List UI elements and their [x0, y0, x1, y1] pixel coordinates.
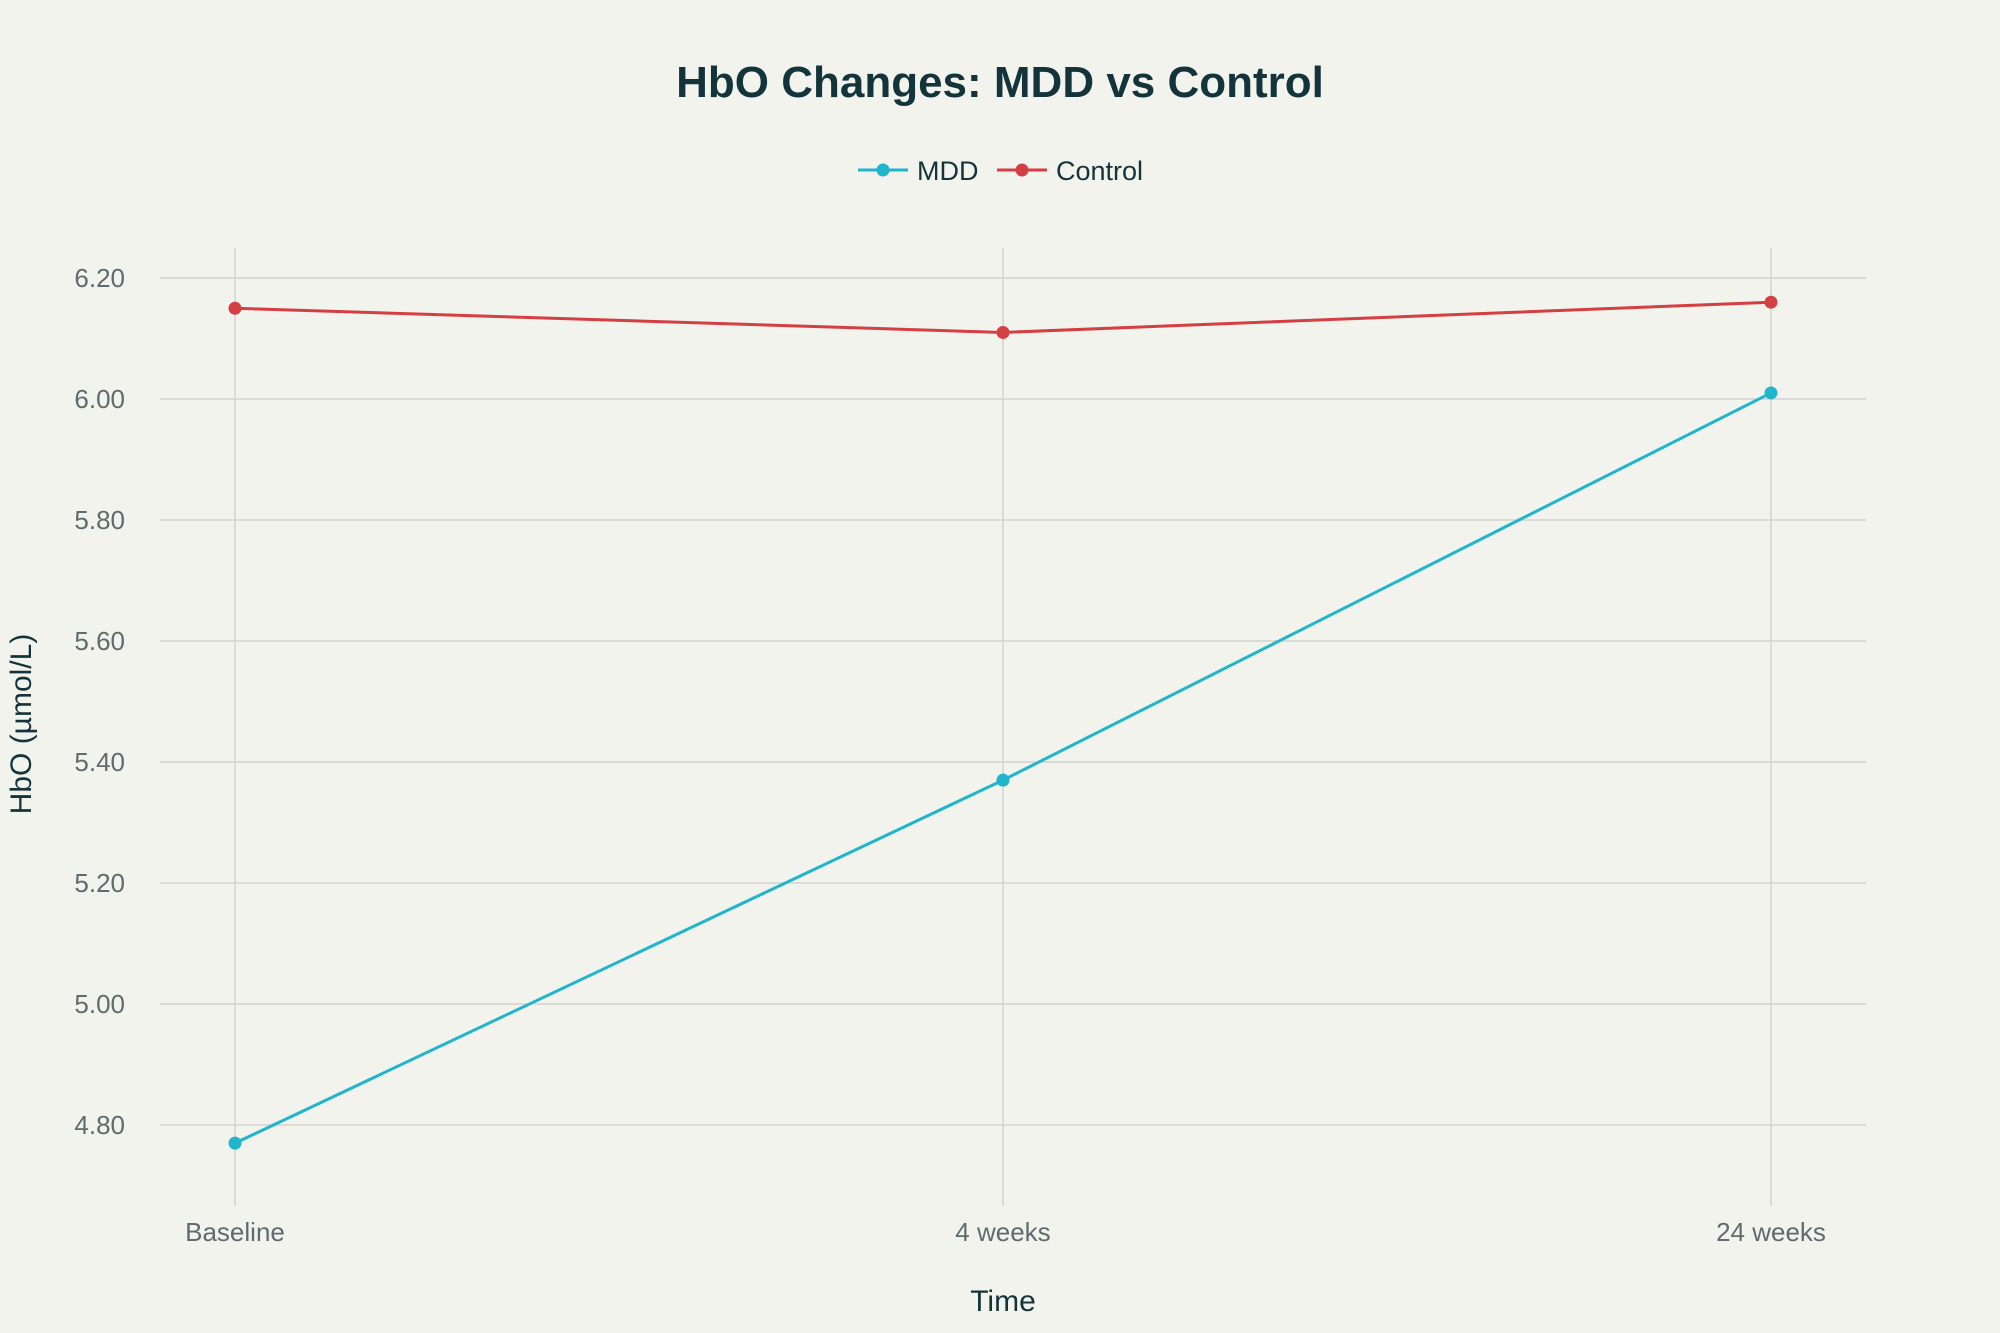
y-axis-ticks: 4.80 5.00 5.20 5.40 5.60 5.80 6.00 6.20 — [74, 263, 125, 1140]
legend-item-mdd[interactable]: MDD — [858, 156, 979, 186]
y-tick-label: 5.00 — [74, 989, 125, 1019]
data-point-mdd[interactable] — [1764, 386, 1778, 400]
data-point-mdd[interactable] — [996, 773, 1010, 787]
series-mdd — [228, 386, 1778, 1150]
x-tick-label: Baseline — [185, 1217, 285, 1247]
data-point-mdd[interactable] — [228, 1136, 242, 1150]
y-tick-label: 5.60 — [74, 626, 125, 656]
data-point-control[interactable] — [228, 301, 242, 315]
legend-label: MDD — [917, 156, 979, 186]
x-axis-title: Time — [970, 1285, 1036, 1318]
data-point-control[interactable] — [1764, 295, 1778, 309]
y-tick-label: 6.00 — [74, 384, 125, 414]
x-tick-label: 24 weeks — [1716, 1217, 1826, 1247]
series-control — [228, 295, 1778, 339]
y-tick-label: 6.20 — [74, 263, 125, 293]
plot-series — [228, 295, 1778, 1150]
y-tick-label: 5.80 — [74, 505, 125, 535]
y-axis-title: HbO (µmol/L) — [5, 634, 38, 815]
legend-swatch-marker — [1015, 163, 1029, 177]
x-axis-ticks: Baseline 4 weeks 24 weeks — [185, 1217, 1826, 1247]
chart-title: HbO Changes: MDD vs Control — [676, 58, 1324, 107]
legend-swatch-marker — [876, 163, 890, 177]
legend[interactable]: MDD Control — [858, 156, 1143, 186]
y-tick-label: 4.80 — [74, 1110, 125, 1140]
y-tick-label: 5.40 — [74, 747, 125, 777]
legend-item-control[interactable]: Control — [997, 156, 1143, 186]
grid-lines — [160, 248, 1866, 1206]
legend-label: Control — [1056, 156, 1143, 186]
data-point-control[interactable] — [996, 325, 1010, 339]
y-tick-label: 5.20 — [74, 868, 125, 898]
x-tick-label: 4 weeks — [955, 1217, 1050, 1247]
